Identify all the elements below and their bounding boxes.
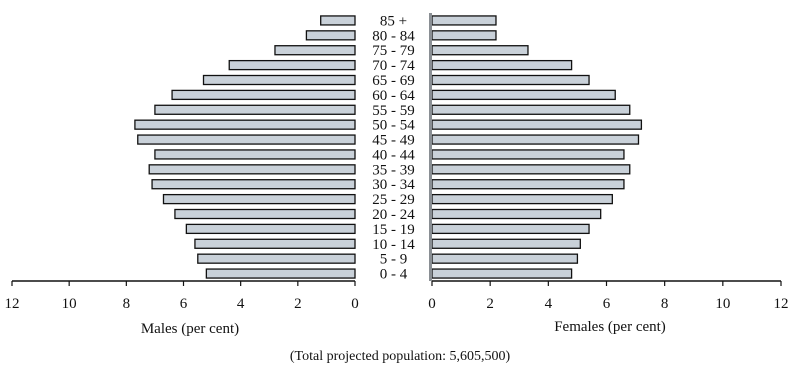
male-bar bbox=[148, 164, 356, 175]
age-group-label: 5 - 9 bbox=[380, 252, 408, 268]
female-tick-label: 10 bbox=[715, 296, 730, 312]
center-divider bbox=[429, 13, 432, 281]
female-bar bbox=[431, 15, 497, 26]
male-tick-label: 12 bbox=[5, 296, 20, 312]
female-bar bbox=[431, 134, 640, 145]
male-bar bbox=[194, 238, 356, 249]
male-tick-label: 8 bbox=[123, 296, 131, 312]
female-bar bbox=[431, 104, 631, 115]
female-bars bbox=[431, 15, 643, 279]
male-axis-title: Males (per cent) bbox=[141, 321, 239, 337]
female-bar bbox=[431, 30, 497, 41]
age-group-label: 50 - 54 bbox=[372, 118, 415, 134]
male-bar bbox=[197, 253, 356, 264]
age-group-label: 75 - 79 bbox=[372, 43, 415, 59]
male-bar bbox=[154, 149, 356, 160]
male-bar bbox=[185, 223, 356, 235]
male-bar bbox=[228, 59, 356, 71]
female-bar bbox=[431, 164, 631, 175]
age-group-label: 60 - 64 bbox=[372, 88, 415, 104]
female-bar bbox=[431, 74, 590, 86]
female-bar bbox=[431, 223, 590, 235]
female-tick-label: 2 bbox=[486, 296, 494, 312]
female-bar bbox=[431, 179, 625, 190]
male-bar bbox=[320, 15, 356, 26]
age-group-label: 35 - 39 bbox=[372, 162, 415, 178]
female-tick-label: 4 bbox=[545, 296, 553, 312]
female-tick-label: 6 bbox=[603, 296, 611, 312]
male-tick-label: 4 bbox=[237, 296, 245, 312]
female-bar bbox=[431, 45, 529, 56]
x-axes bbox=[11, 13, 782, 286]
male-bar bbox=[134, 119, 356, 130]
female-tick-label: 0 bbox=[428, 296, 436, 312]
age-group-label: 30 - 34 bbox=[372, 177, 415, 193]
female-bar bbox=[431, 238, 581, 249]
age-group-label: 70 - 74 bbox=[372, 58, 415, 74]
female-bar bbox=[431, 149, 625, 160]
age-group-label: 10 - 14 bbox=[372, 237, 415, 253]
male-tick-label: 0 bbox=[351, 296, 359, 312]
chart-caption: (Total projected population: 5,605,500) bbox=[290, 349, 511, 364]
male-tick-label: 6 bbox=[180, 296, 188, 312]
male-bars bbox=[134, 15, 356, 279]
female-bar bbox=[431, 89, 616, 101]
male-bar bbox=[154, 104, 356, 115]
male-bar bbox=[151, 179, 356, 190]
female-axis-title: Females (per cent) bbox=[554, 319, 666, 335]
age-group-label: 65 - 69 bbox=[372, 73, 415, 89]
male-bar bbox=[162, 193, 356, 205]
male-bar bbox=[137, 134, 356, 145]
male-bar bbox=[202, 74, 356, 86]
female-bar bbox=[431, 268, 573, 279]
age-group-label: 80 - 84 bbox=[372, 28, 415, 44]
male-bar bbox=[305, 30, 356, 41]
male-bar bbox=[274, 45, 356, 56]
male-bar bbox=[174, 208, 356, 220]
female-tick-label: 8 bbox=[661, 296, 669, 312]
female-tick-label: 12 bbox=[774, 296, 789, 312]
female-bar bbox=[431, 119, 643, 130]
age-group-label: 45 - 49 bbox=[372, 133, 415, 149]
female-bar bbox=[431, 253, 579, 264]
age-group-label: 85 + bbox=[380, 13, 407, 29]
female-bar bbox=[431, 208, 602, 220]
age-group-label: 25 - 29 bbox=[372, 192, 415, 208]
age-group-label: 20 - 24 bbox=[372, 207, 415, 223]
age-group-label: 55 - 59 bbox=[372, 103, 415, 119]
male-bar bbox=[171, 89, 356, 101]
age-group-label: 40 - 44 bbox=[372, 147, 415, 163]
female-bar bbox=[431, 59, 573, 71]
male-bar bbox=[205, 268, 356, 279]
male-tick-label: 2 bbox=[294, 296, 302, 312]
male-tick-label: 10 bbox=[62, 296, 77, 312]
age-group-label: 15 - 19 bbox=[372, 222, 415, 238]
x-tick-labels: 0 0 2 2 4 4 6 6 8 8 10 10 12 12 bbox=[5, 296, 789, 312]
female-bar bbox=[431, 193, 613, 205]
age-group-label: 0 - 4 bbox=[380, 267, 408, 283]
